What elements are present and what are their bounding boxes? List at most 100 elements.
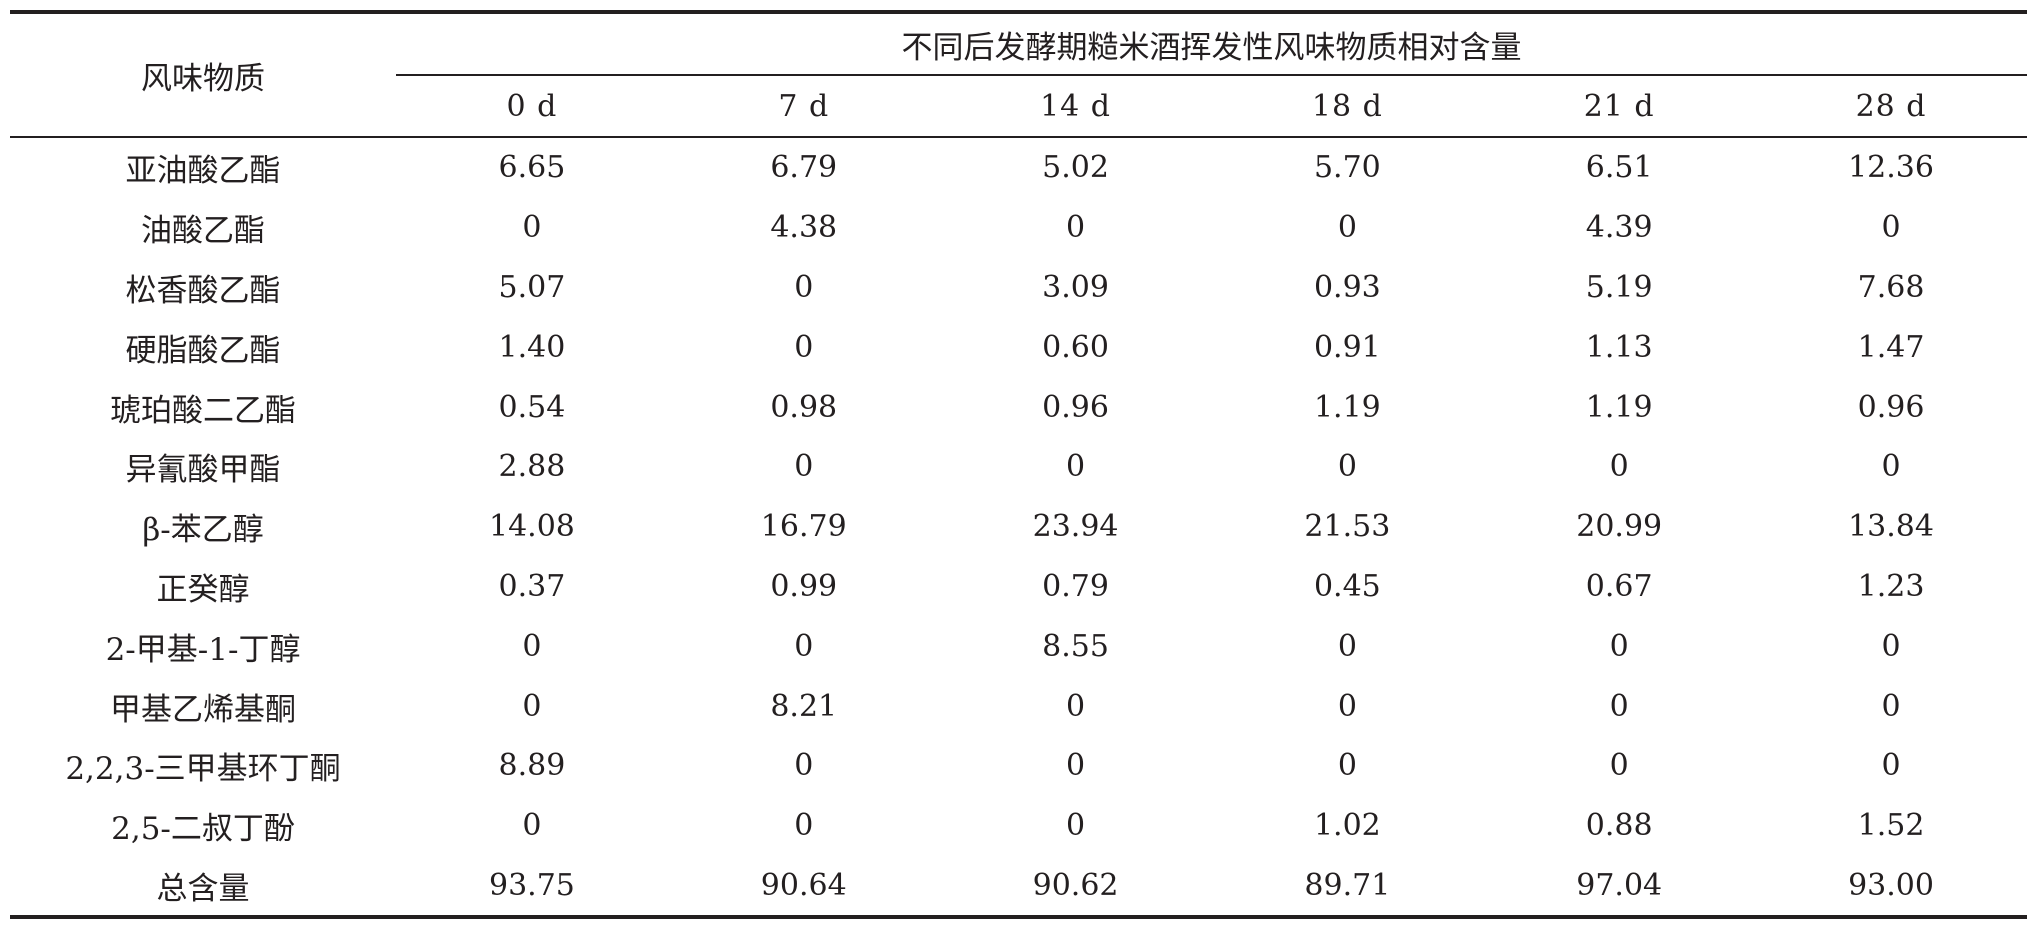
compound-name-cell: 甲基乙烯基酮 (110, 691, 297, 728)
content-value-cell: 13.84 (1848, 509, 1934, 545)
content-value-cell: 7.68 (1857, 269, 1925, 305)
content-value-cell: 6.51 (1585, 150, 1653, 186)
content-value-cell: 0.91 (1313, 329, 1381, 365)
content-value-cell: 0 (1609, 688, 1629, 724)
content-value-cell: 6.79 (770, 150, 838, 186)
table-body: 亚油酸乙酯 6.65 6.79 5.02 5.70 6.51 12.36 油酸乙酯 0 4.38 0… (10, 137, 2027, 920)
compound-name-cell: 2,5-二叔丁酚 (111, 811, 295, 848)
compound-name-cell: 正癸醇 (156, 571, 250, 608)
content-value-cell: 0 (1066, 688, 1086, 724)
content-value-cell: 1.23 (1857, 568, 1925, 604)
content-value-cell: 0 (522, 628, 542, 664)
content-value-cell: 3.09 (1042, 269, 1109, 305)
content-value-cell: 1.19 (1313, 389, 1381, 425)
compound-name-cell: 总含量 (10, 855, 397, 920)
day-header: 28 d (1755, 75, 2027, 138)
content-value-cell: 0 (1881, 449, 1901, 485)
content-value-cell: 0 (794, 628, 814, 664)
content-value-cell: 0.96 (1857, 389, 1925, 425)
table-row: 油酸乙酯 0 4.38 0 0 4.39 0 (10, 198, 2027, 258)
content-value-cell: 0 (1881, 688, 1901, 724)
content-value-cell: 14.08 (488, 509, 575, 545)
content-value-cell: 0.45 (1313, 568, 1381, 604)
content-value-cell: 5.70 (1313, 150, 1381, 186)
header-row-days: 0 d 7 d 14 d 18 d 21 d 28 d (10, 75, 2027, 138)
day-header: 7 d (667, 75, 940, 138)
content-value-cell: 0 (1609, 748, 1629, 784)
content-value-cell: 0 (522, 210, 542, 246)
table-row: 正癸醇 0.37 0.99 0.79 0.45 0.67 1.23 (10, 557, 2027, 617)
content-value-cell: 0 (1609, 449, 1629, 485)
content-value-cell: 0 (1609, 628, 1629, 664)
content-value-cell: 1.40 (498, 329, 566, 365)
content-value-cell: 0 (794, 449, 814, 485)
content-value-cell: 5.02 (1042, 150, 1109, 186)
compound-name-cell: 亚油酸乙酯 (125, 153, 281, 190)
content-value-cell: 23.94 (1032, 509, 1119, 545)
content-value-cell: 0.93 (1313, 269, 1381, 305)
content-value-cell: 8.55 (1042, 628, 1109, 664)
content-value-cell: 0.99 (770, 568, 838, 604)
table-row: 2,5-二叔丁酚 0 0 0 1.02 0.88 1.52 (10, 796, 2027, 856)
day-header: 0 d (396, 75, 668, 138)
content-value-cell: 8.21 (770, 688, 838, 724)
content-value-cell: 1.52 (1857, 808, 1925, 844)
day-header: 14 d (939, 75, 1212, 138)
content-value-cell: 0 (1066, 449, 1086, 485)
compound-name-cell: 松香酸乙酯 (125, 272, 281, 309)
table-row: 亚油酸乙酯 6.65 6.79 5.02 5.70 6.51 12.36 (10, 137, 2027, 198)
content-value-cell: 0.98 (770, 389, 838, 425)
content-value-cell: 0 (1337, 628, 1357, 664)
table-row: 琥珀酸二乙酯 0.54 0.98 0.96 1.19 1.19 0.96 (10, 377, 2027, 437)
content-value-cell: 0 (1337, 688, 1357, 724)
group-header: 不同后发酵期糙米酒挥发性风味物质相对含量 (396, 12, 2027, 76)
content-value-cell: 0.60 (1042, 329, 1109, 365)
content-value-cell: 0.88 (1585, 808, 1653, 844)
content-value-cell: 0.67 (1585, 568, 1653, 604)
day-header: 18 d (1211, 75, 1484, 138)
corner-header: 风味物质 (10, 12, 397, 138)
content-value-cell: 0 (1337, 449, 1357, 485)
content-value-cell: 1.13 (1585, 329, 1653, 365)
compound-name-cell: 异氰酸甲酯 (125, 452, 281, 489)
content-value-cell: 93.00 (1755, 855, 2027, 920)
content-value-cell: 8.89 (498, 748, 566, 784)
content-value-cell: 0 (522, 808, 542, 844)
content-value-cell: 0.79 (1042, 568, 1109, 604)
content-value-cell: 0.37 (498, 568, 566, 604)
table-row: 硬脂酸乙酯 1.40 0 0.60 0.91 1.13 1.47 (10, 317, 2027, 377)
table-row: 松香酸乙酯 5.07 0 3.09 0.93 5.19 7.68 (10, 258, 2027, 318)
compound-name-cell: 琥珀酸二乙酯 (110, 392, 297, 429)
table-header: 风味物质 不同后发酵期糙米酒挥发性风味物质相对含量 0 d 7 d 14 d 1… (10, 12, 2027, 138)
compound-name-cell: 2-甲基-1-丁醇 (105, 631, 301, 668)
compound-name-cell: 油酸乙酯 (141, 213, 266, 250)
content-value-cell: 0 (1066, 808, 1086, 844)
content-value-cell: 6.65 (498, 150, 566, 186)
content-value-cell: 90.64 (667, 855, 940, 920)
content-value-cell: 0 (1337, 748, 1357, 784)
content-value-cell: 90.62 (939, 855, 1212, 920)
table-row: 异氰酸甲酯 2.88 0 0 0 0 0 (10, 437, 2027, 497)
compound-name-cell: 硬脂酸乙酯 (125, 332, 281, 369)
content-value-cell: 0 (794, 808, 814, 844)
flavor-compounds-table: 风味物质 不同后发酵期糙米酒挥发性风味物质相对含量 0 d 7 d 14 d 1… (10, 10, 2027, 920)
content-value-cell: 89.71 (1211, 855, 1484, 920)
content-value-cell: 12.36 (1848, 150, 1934, 186)
content-value-cell: 0 (794, 269, 814, 305)
content-value-cell: 4.38 (770, 210, 838, 246)
table-row: 甲基乙烯基酮 0 8.21 0 0 0 0 (10, 676, 2027, 736)
content-value-cell: 0 (1881, 210, 1901, 246)
content-value-cell: 0 (522, 688, 542, 724)
table-row: 2,2,3-三甲基环丁酮 8.89 0 0 0 0 0 (10, 736, 2027, 796)
content-value-cell: 1.19 (1585, 389, 1653, 425)
content-value-cell: 5.19 (1585, 269, 1653, 305)
content-value-cell: 16.79 (760, 509, 847, 545)
table-row: β-苯乙醇 14.08 16.79 23.94 21.53 20.99 13.84 (10, 497, 2027, 557)
table-row: 2-甲基-1-丁醇 0 0 8.55 0 0 0 (10, 616, 2027, 676)
content-value-cell: 1.47 (1857, 329, 1925, 365)
content-value-cell: 21.53 (1304, 509, 1391, 545)
content-value-cell: 0.96 (1042, 389, 1109, 425)
content-value-cell: 20.99 (1576, 509, 1663, 545)
flavor-compounds-table-container: 风味物质 不同后发酵期糙米酒挥发性风味物质相对含量 0 d 7 d 14 d 1… (10, 10, 2027, 920)
content-value-cell: 0 (794, 329, 814, 365)
